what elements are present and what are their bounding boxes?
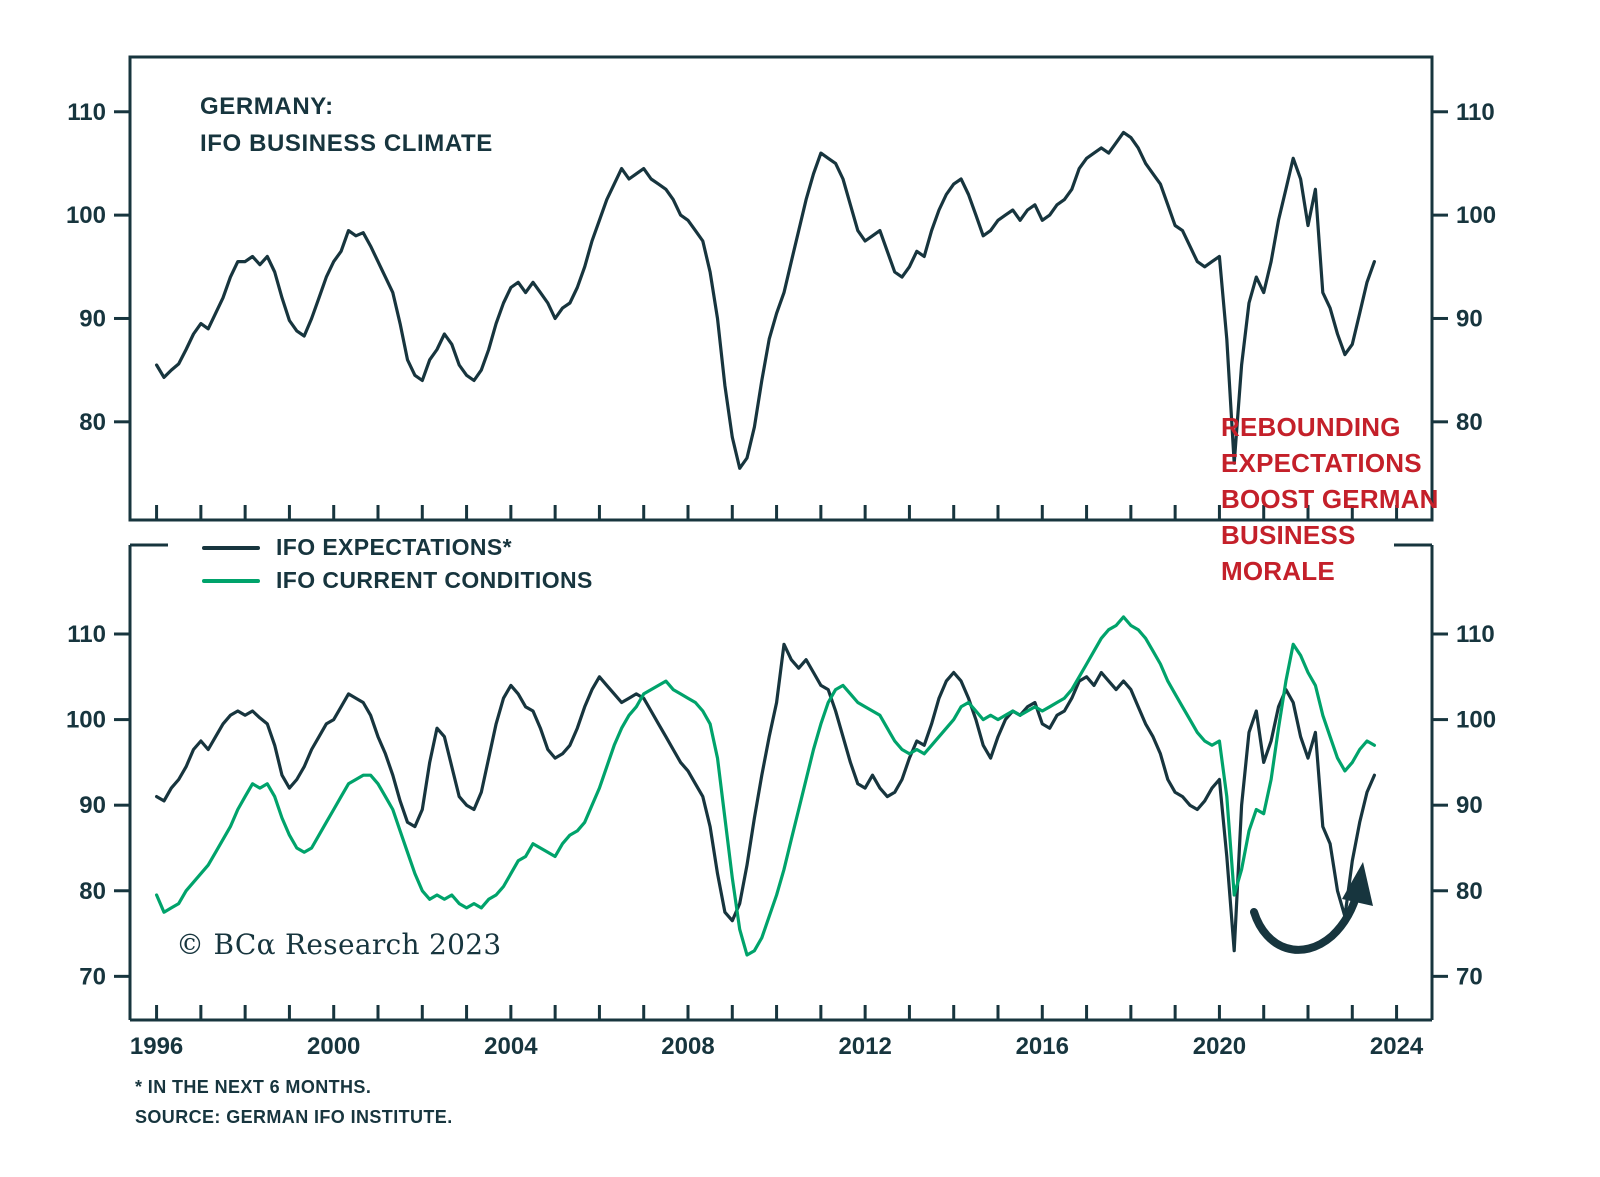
axis-ticks: [114, 110, 1448, 520]
axis-tick-label: 90: [1456, 792, 1483, 819]
axis-tick-label: 110: [1456, 99, 1495, 126]
chart-title: GERMANY: IFO BUSINESS CLIMATE: [200, 88, 493, 162]
axis-tick-label: 110: [1456, 621, 1495, 648]
legend-item-expectations: IFO EXPECTATIONS*: [202, 531, 593, 564]
axis-tick-label: 110: [67, 99, 106, 126]
axis-tick-label: 2000: [307, 1033, 360, 1060]
axis-tick-label: 100: [66, 202, 106, 229]
chart-title-line2: IFO BUSINESS CLIMATE: [200, 130, 493, 157]
annotation-line: BOOST GERMAN: [1221, 484, 1439, 514]
rebound-annotation: REBOUNDING EXPECTATIONS BOOST GERMAN BUS…: [1221, 409, 1439, 589]
axis-tick-label: 100: [66, 707, 106, 734]
series-line-ifo-expectations: [155, 642, 1377, 953]
annotation-line: MORALE: [1221, 556, 1335, 586]
axis-tick-label: 90: [1456, 305, 1483, 332]
footnote-asterisk: * IN THE NEXT 6 MONTHS.: [135, 1077, 372, 1097]
axis-tick-label: 1996: [130, 1033, 183, 1060]
panel-frame: [128, 543, 1434, 1022]
axis-tick-label: 2004: [484, 1033, 538, 1060]
panel-top: 80 80 90 90 100 100 110 110: [66, 55, 1496, 522]
series-line-ifo-current-conditions: [155, 615, 1377, 957]
axis-tick-label: 80: [1456, 878, 1483, 905]
annotation-line: EXPECTATIONS: [1221, 448, 1422, 478]
legend-label-expectations: IFO EXPECTATIONS*: [276, 534, 512, 560]
chart-title-line1: GERMANY:: [200, 93, 334, 120]
footnotes: * IN THE NEXT 6 MONTHS. SOURCE: GERMAN I…: [135, 1072, 453, 1132]
current-conditions-line-swatch: [202, 578, 260, 583]
axis-tick-label: 70: [1456, 963, 1483, 990]
axis-tick-label: 2016: [1016, 1033, 1069, 1060]
legend: IFO EXPECTATIONS* IFO CURRENT CONDITIONS: [202, 531, 593, 597]
axis-tick-label: 110: [67, 621, 106, 648]
bca-research-copyright: © BCα Research 2023: [176, 928, 502, 961]
axis-tick-label: 2008: [661, 1033, 714, 1060]
legend-label-current-conditions: IFO CURRENT CONDITIONS: [276, 567, 593, 593]
axis-tick-label: 80: [79, 878, 106, 905]
panel-frame: [128, 55, 1434, 522]
annotation-line: BUSINESS: [1221, 520, 1356, 550]
expectations-line-swatch: [202, 545, 260, 550]
annotation-line: REBOUNDING: [1221, 412, 1401, 442]
axis-tick-label: 2012: [838, 1033, 891, 1060]
axis-tick-label: 2024: [1370, 1033, 1424, 1060]
series-line-ifo-business-climate: [155, 130, 1377, 470]
axis-tick-label: 90: [79, 792, 106, 819]
legend-item-current-conditions: IFO CURRENT CONDITIONS: [202, 564, 593, 597]
axis-ticks: [114, 632, 1448, 1020]
axis-tick-label: 90: [79, 305, 106, 332]
footnote-source: SOURCE: GERMAN IFO INSTITUTE.: [135, 1107, 453, 1127]
panel-bottom: 70 70 80 80 90 90 100 100 110 110 1996 2000 2004 2008…: [66, 543, 1496, 1060]
axis-tick-label: 80: [1456, 409, 1483, 436]
axis-tick-label: 80: [79, 409, 106, 436]
rebound-arrow: [1250, 862, 1373, 954]
axis-tick-label: 100: [1456, 707, 1496, 734]
axis-tick-label: 100: [1456, 202, 1496, 229]
axis-tick-label: 2020: [1193, 1033, 1246, 1060]
axis-tick-label: 70: [79, 963, 106, 990]
